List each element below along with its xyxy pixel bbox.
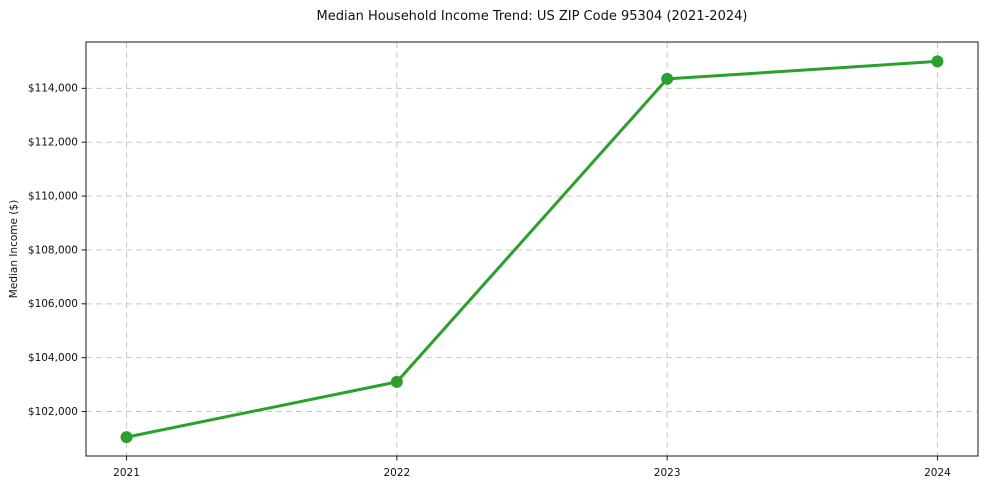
data-point-2022 bbox=[390, 375, 403, 388]
plot-border bbox=[85, 41, 979, 457]
x-tick-label: 2021 bbox=[113, 467, 140, 479]
data-point-2023 bbox=[661, 72, 674, 85]
y-tick-label: $112,000 bbox=[28, 137, 78, 149]
x-tick-label: 2024 bbox=[924, 467, 951, 479]
chart-title: Median Household Income Trend: US ZIP Co… bbox=[316, 9, 748, 24]
y-tick-label: $114,000 bbox=[28, 83, 78, 95]
y-tick-label: $104,000 bbox=[28, 352, 78, 364]
x-tick-label: 2022 bbox=[383, 467, 410, 479]
x-tick-label: 2023 bbox=[654, 467, 681, 479]
y-tick-label: $110,000 bbox=[28, 190, 78, 202]
y-tick-label: $108,000 bbox=[28, 244, 78, 256]
data-point-2024 bbox=[931, 55, 944, 68]
trend-line bbox=[125, 59, 939, 439]
data-point-2021 bbox=[120, 431, 133, 444]
y-axis-label: Median Income ($) bbox=[8, 199, 20, 299]
y-tick-label: $106,000 bbox=[28, 298, 78, 310]
y-tick-label: $102,000 bbox=[28, 406, 78, 418]
